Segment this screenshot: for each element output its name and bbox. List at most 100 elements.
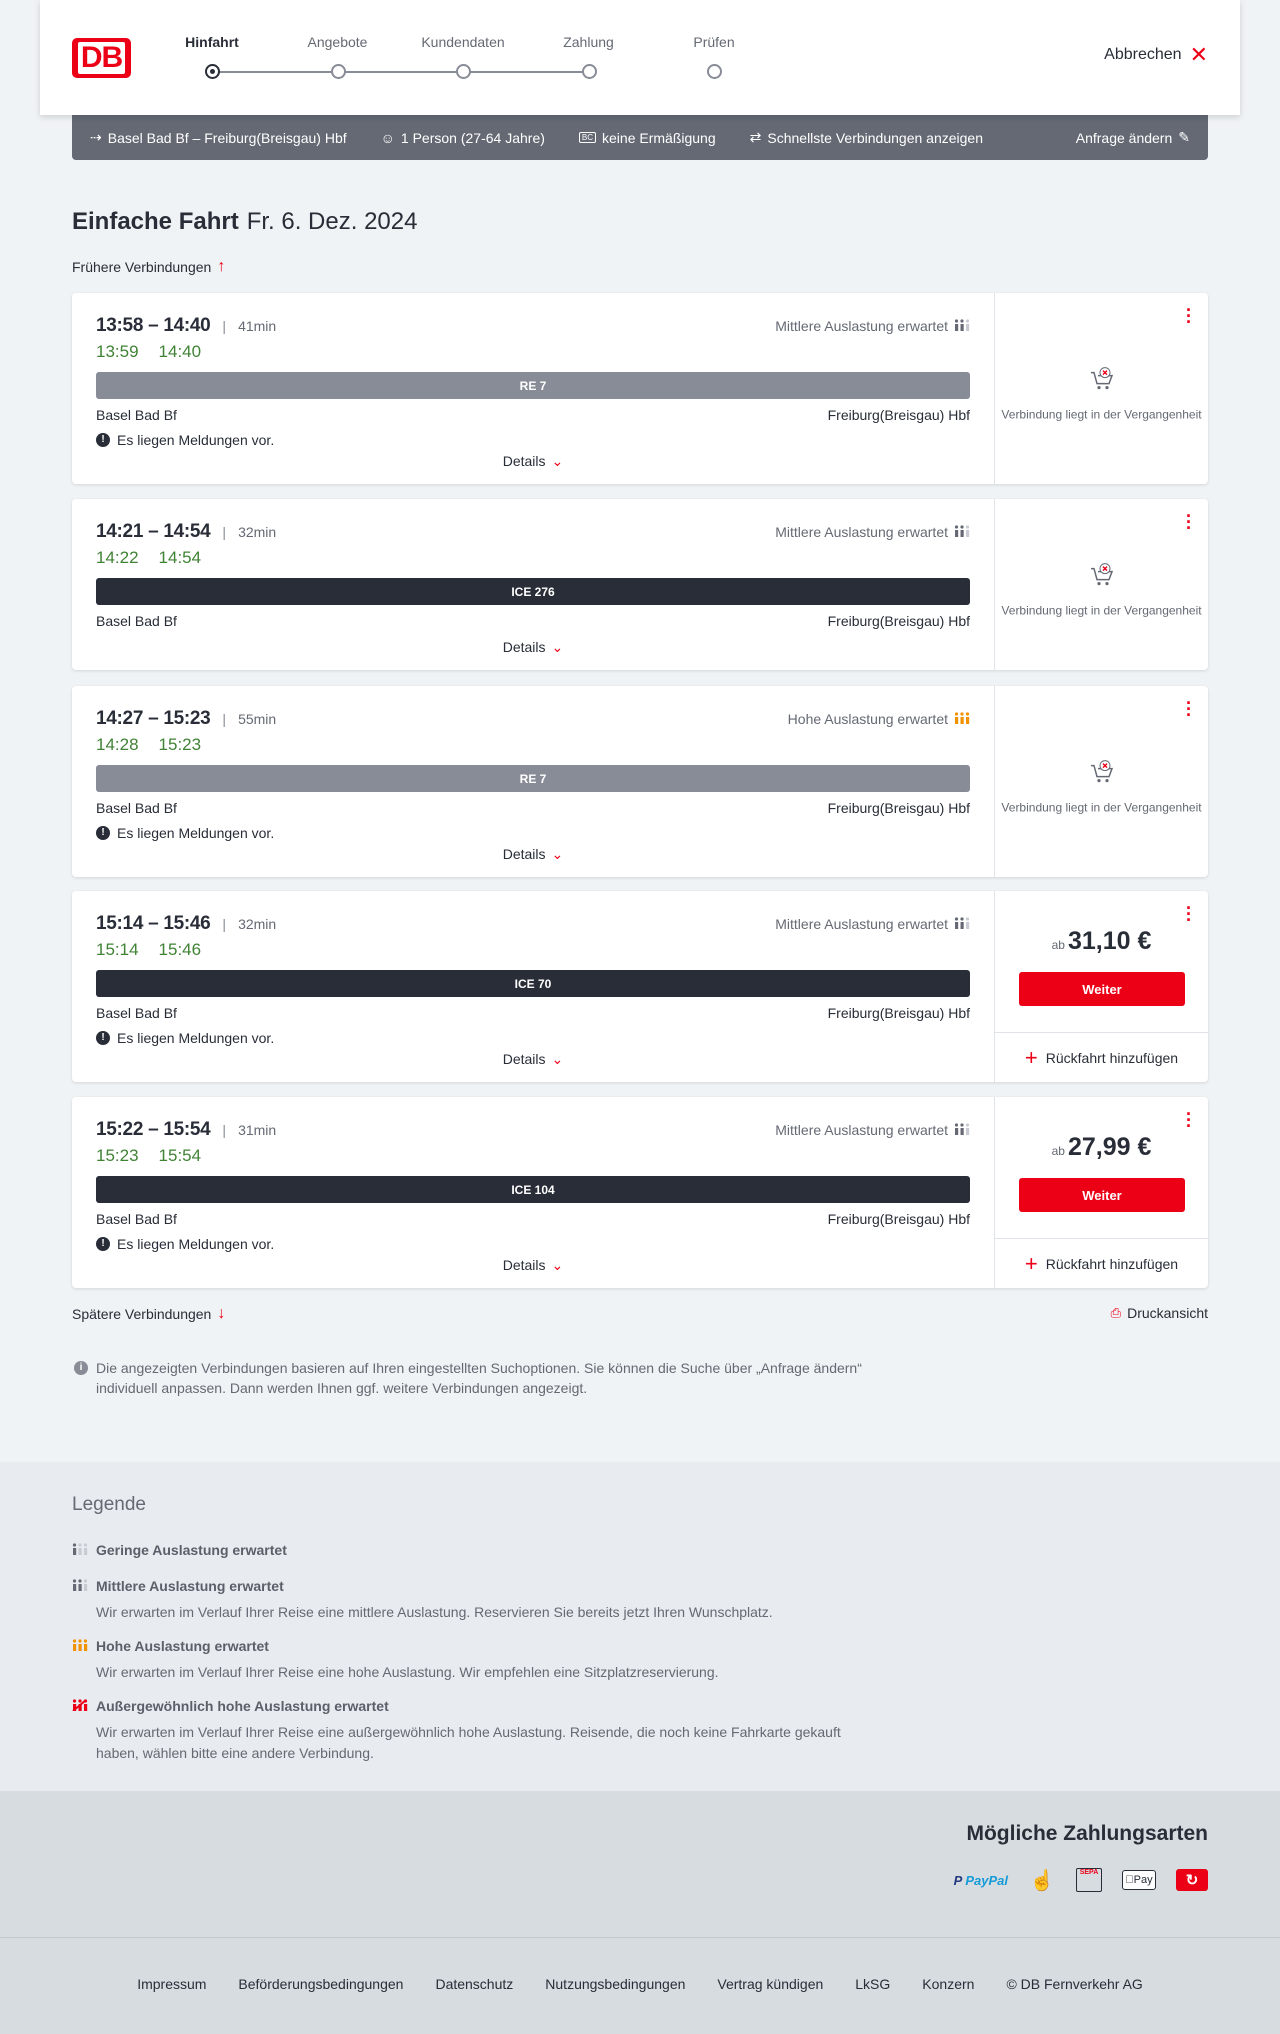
route-summary[interactable]: ⇢ Basel Bad Bf – Freiburg(Breisgau) Hbf xyxy=(90,129,347,146)
db-bonus-icon: ↻ xyxy=(1176,1869,1208,1891)
cart-unavailable-icon xyxy=(1090,562,1113,585)
train-bar[interactable]: RE 7 xyxy=(96,765,970,792)
destination-station: Freiburg(Breisgau) Hbf xyxy=(827,1005,970,1021)
duration: 41min xyxy=(238,318,277,334)
connection-info: 15:22 – 15:54 | 31min Mittlere Auslastung … xyxy=(72,1097,995,1288)
footer-link[interactable]: Vertrag kündigen xyxy=(717,1976,824,1992)
step-zahlung: Zahlung xyxy=(544,34,634,79)
continue-button[interactable]: Weiter xyxy=(1019,972,1185,1006)
alert-icon: ! xyxy=(96,826,110,840)
print-view-link[interactable]: ⎙ Druckansicht xyxy=(1110,1305,1208,1321)
alert-icon: ! xyxy=(96,1031,110,1045)
load-indicator: Mittlere Auslastung erwartet xyxy=(775,1122,970,1138)
connection-card: 14:27 – 15:23 | 55min Hohe Auslastung erwa… xyxy=(72,686,1208,877)
train-bar[interactable]: ICE 70 xyxy=(96,970,970,997)
more-options-icon[interactable]: · · · xyxy=(1186,898,1192,930)
stepper-line xyxy=(212,71,588,73)
add-return-trip-button[interactable]: + Rückfahrt hinzufügen xyxy=(995,1032,1208,1082)
load-extreme-icon xyxy=(72,1698,88,1714)
legend-item-medium: Mittlere Auslastung erwartet Wir erwarten… xyxy=(72,1578,872,1623)
copyright: © DB Fernverkehr AG xyxy=(1006,1976,1143,1992)
connection-card: 15:14 – 15:46 | 32min Mittlere Auslastung … xyxy=(72,891,1208,1082)
details-toggle[interactable]: Details ⌄ xyxy=(502,846,564,862)
footer-link[interactable]: Nutzungsbedingungen xyxy=(545,1976,686,1992)
scheduled-times: 14:27 – 15:23 xyxy=(96,708,211,729)
step-indicator xyxy=(707,64,722,79)
page-title: Einfache Fahrt Fr. 6. Dez. 2024 xyxy=(72,208,418,235)
details-toggle[interactable]: Details ⌄ xyxy=(502,639,564,655)
passenger-summary[interactable]: ☺ 1 Person (27-64 Jahre) xyxy=(380,129,545,146)
train-bar[interactable]: ICE 104 xyxy=(96,1176,970,1203)
price: ab 27,99 € xyxy=(1051,1133,1152,1161)
footer-link[interactable]: Impressum xyxy=(137,1976,207,1992)
destination-station: Freiburg(Breisgau) Hbf xyxy=(827,1211,970,1227)
footer-link[interactable]: Konzern xyxy=(922,1976,975,1992)
train-bar[interactable]: RE 7 xyxy=(96,372,970,399)
alert-icon: ! xyxy=(96,1237,110,1251)
duration: 32min xyxy=(238,524,277,540)
chevron-down-icon: ⌄ xyxy=(551,1051,564,1067)
notice-message[interactable]: ! Es liegen Meldungen vor. xyxy=(96,431,970,449)
add-return-trip-button[interactable]: + Rückfahrt hinzufügen xyxy=(995,1238,1208,1288)
footer-link[interactable]: Datenschutz xyxy=(435,1976,514,1992)
more-options-icon[interactable]: · · · xyxy=(1186,300,1192,332)
realtime-times: 13:59 14:40 xyxy=(96,342,202,361)
separator: | xyxy=(222,524,227,540)
connection-info: 15:14 – 15:46 | 32min Mittlere Auslastung … xyxy=(72,891,995,1082)
price: ab 31,10 € xyxy=(1051,927,1152,955)
separator: | xyxy=(222,1122,227,1138)
past-connection-notice: Verbindung liegt in der Vergangenheit xyxy=(995,366,1208,422)
realtime-times: 15:23 15:54 xyxy=(96,1146,202,1165)
cancel-button[interactable]: Abbrechen ✕ xyxy=(1104,42,1208,67)
person-icon: ☺ xyxy=(380,129,395,146)
details-toggle[interactable]: Details ⌄ xyxy=(502,1257,564,1273)
earlier-connections-link[interactable]: Frühere Verbindungen ↑ xyxy=(72,258,226,275)
sliders-icon: ⇄ xyxy=(749,129,762,145)
arrow-right-icon: ⇢ xyxy=(90,129,102,145)
details-toggle[interactable]: Details ⌄ xyxy=(502,453,564,469)
notice-message[interactable]: ! Es liegen Meldungen vor. xyxy=(96,1235,970,1253)
later-connections-link[interactable]: Spätere Verbindungen ↓ xyxy=(72,1305,226,1322)
credit-card-icon: ☝ xyxy=(1029,1869,1055,1892)
footer-link[interactable]: Beförderungsbedingungen xyxy=(238,1976,404,1992)
load-high-icon xyxy=(72,1638,88,1654)
footer-link[interactable]: LkSG xyxy=(855,1976,891,1992)
filter-summary[interactable]: ⇄ Schnellste Verbindungen anzeigen xyxy=(749,129,983,146)
notice-message[interactable]: ! Es liegen Meldungen vor. xyxy=(96,1029,970,1047)
more-options-icon[interactable]: · · · xyxy=(1186,693,1192,725)
origin-station: Basel Bad Bf xyxy=(96,407,177,423)
continue-button[interactable]: Weiter xyxy=(1019,1178,1185,1212)
more-options-icon[interactable]: · · · xyxy=(1186,506,1192,538)
origin-station: Basel Bad Bf xyxy=(96,613,177,629)
step-angebote: Angebote xyxy=(293,34,383,79)
sepa-icon: SEPA xyxy=(1076,1868,1102,1892)
destination-station: Freiburg(Breisgau) Hbf xyxy=(827,800,970,816)
info-icon: i xyxy=(74,1361,88,1375)
details-toggle[interactable]: Details ⌄ xyxy=(502,1051,564,1067)
load-medium-icon xyxy=(954,318,970,334)
info-note: i Die angezeigten Verbindungen basieren a… xyxy=(72,1358,862,1398)
step-hinfahrt: Hinfahrt xyxy=(167,34,257,79)
step-indicator xyxy=(456,64,471,79)
legend-item-high: Hohe Auslastung erwartet Wir erwarten im … xyxy=(72,1638,872,1683)
load-high-icon xyxy=(954,711,970,727)
load-medium-icon xyxy=(954,1122,970,1138)
separator: | xyxy=(222,916,227,932)
origin-station: Basel Bad Bf xyxy=(96,1005,177,1021)
edit-query-button[interactable]: Anfrage ändern ✎ xyxy=(1075,129,1190,146)
legend-title: Legende xyxy=(72,1494,146,1515)
offer-panel: · · · Verbindung liegt in der Vergangenhei… xyxy=(995,499,1208,670)
duration: 55min xyxy=(238,711,277,727)
destination-station: Freiburg(Breisgau) Hbf xyxy=(827,613,970,629)
printer-icon: ⎙ xyxy=(1110,1305,1122,1320)
alert-icon: ! xyxy=(96,433,110,447)
scheduled-times: 15:14 – 15:46 xyxy=(96,913,211,934)
load-medium-icon xyxy=(954,524,970,540)
connection-info: 14:21 – 14:54 | 32min Mittlere Auslastung … xyxy=(72,499,995,670)
db-logo[interactable]: DB xyxy=(72,38,131,78)
notice-message[interactable]: ! Es liegen Meldungen vor. xyxy=(96,824,970,842)
train-bar[interactable]: ICE 276 xyxy=(96,578,970,605)
offer-panel: · · · ab 27,99 € Weiter + Rückfahrt hinzufüge… xyxy=(995,1097,1208,1288)
discount-summary[interactable]: BC keine Ermäßigung xyxy=(578,130,716,146)
more-options-icon[interactable]: · · · xyxy=(1186,1104,1192,1136)
